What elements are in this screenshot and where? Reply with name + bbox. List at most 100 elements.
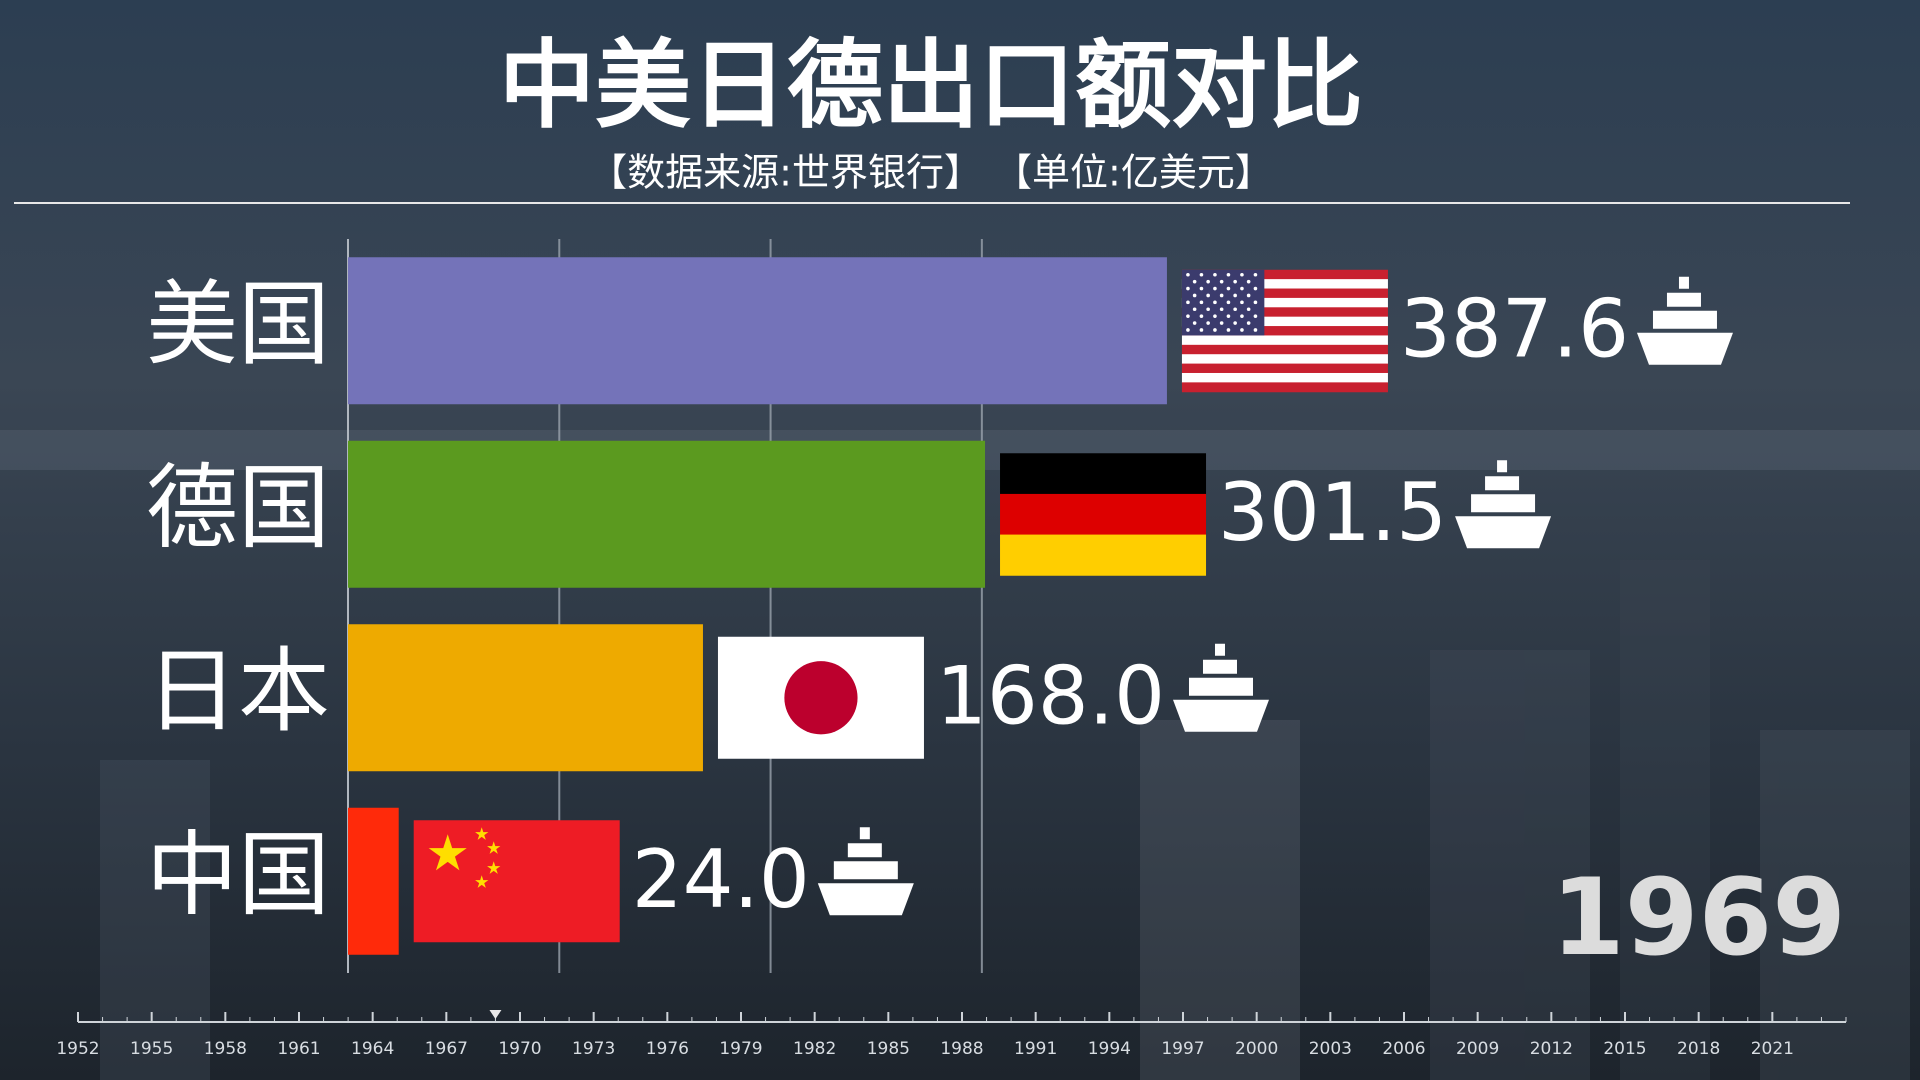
flag-star xyxy=(1253,286,1258,291)
timeline-tick-label: 1961 xyxy=(277,1039,320,1059)
flag-stripe xyxy=(1181,269,1388,280)
flag-star xyxy=(1213,314,1217,318)
flag-star xyxy=(1240,272,1244,277)
flag-stripe xyxy=(1181,288,1388,299)
flag-star xyxy=(1233,321,1237,325)
timeline-tick-label: 1955 xyxy=(130,1039,173,1059)
timeline-tick-label: 1958 xyxy=(204,1039,247,1059)
ship-icon xyxy=(1172,643,1269,732)
flag-stripe xyxy=(1181,335,1388,346)
timeline-tick-label: 2018 xyxy=(1677,1039,1720,1059)
timeline-tick-label: 2015 xyxy=(1603,1039,1646,1059)
timeline-tick-label: 1991 xyxy=(1014,1039,1057,1059)
flag-star xyxy=(1253,314,1258,318)
flag-star xyxy=(1199,328,1204,332)
flag-star xyxy=(1240,286,1244,291)
flag-star xyxy=(1199,314,1204,318)
flag-star xyxy=(1233,279,1237,284)
flag-star xyxy=(1226,272,1231,277)
timeline-tick-label: 2006 xyxy=(1382,1039,1425,1059)
bar xyxy=(348,257,1167,405)
flag-star xyxy=(475,875,489,888)
flag-star xyxy=(1186,300,1190,305)
flag-star xyxy=(1219,293,1224,298)
timeline-tick-label: 2021 xyxy=(1751,1039,1794,1059)
flag-star xyxy=(1186,272,1190,277)
value-label: 168.0 xyxy=(936,650,1165,743)
flag-star xyxy=(1219,321,1224,325)
value-label: 387.6 xyxy=(1400,283,1629,376)
timeline-tick-label: 1988 xyxy=(940,1039,983,1059)
flag xyxy=(413,820,620,943)
flag-stripe xyxy=(1181,316,1388,327)
flag-star xyxy=(1233,293,1237,298)
timeline-tick-label: 2012 xyxy=(1530,1039,1573,1059)
chart-title: 中美日德出口额对比 xyxy=(499,29,1363,141)
flag-star xyxy=(475,827,489,840)
flag-star xyxy=(1246,321,1251,325)
year-label: 1969 xyxy=(1551,856,1846,979)
flag-star xyxy=(1253,272,1258,277)
flag-star xyxy=(1253,328,1258,332)
flag-stripe xyxy=(1000,493,1207,536)
timeline-tick-label: 1964 xyxy=(351,1039,394,1059)
flag-star xyxy=(1233,307,1237,312)
bar xyxy=(348,440,986,588)
flag-stripe xyxy=(1181,363,1388,374)
timeline-tick-label: 2000 xyxy=(1235,1039,1278,1059)
timeline-tick-label: 1979 xyxy=(719,1039,762,1059)
flag-star xyxy=(1186,286,1190,291)
timeline-tick-label: 1976 xyxy=(646,1039,689,1059)
flag-star xyxy=(1226,286,1231,291)
flag-disc xyxy=(784,661,858,735)
timeline-tick-label: 1997 xyxy=(1161,1039,1204,1059)
flag-star xyxy=(428,834,467,871)
flag-star xyxy=(1213,272,1217,277)
flag-stripe xyxy=(1181,326,1388,336)
flag-star xyxy=(1206,321,1210,325)
flag-stripe xyxy=(1181,382,1388,393)
bar xyxy=(348,624,703,772)
flag-stripe xyxy=(1181,279,1388,290)
flag-star xyxy=(1213,286,1217,291)
flag-star xyxy=(1199,286,1204,291)
flag xyxy=(1000,453,1207,576)
timeline-tick-label: 2003 xyxy=(1309,1039,1352,1059)
chart-subtitle: 【数据来源:世界银行】 【单位:亿美元】 xyxy=(589,151,1273,195)
flag-stripe xyxy=(1000,453,1207,495)
flag-stripe xyxy=(1000,534,1207,576)
ship-icon xyxy=(817,827,914,916)
flag-star xyxy=(1213,328,1217,332)
flag-star xyxy=(1206,293,1210,298)
category-label: 德国 xyxy=(146,455,330,562)
flag-star xyxy=(1206,307,1210,312)
flag-star xyxy=(1246,279,1251,284)
ship-icon xyxy=(1455,460,1552,549)
flag-stripe xyxy=(1181,307,1388,318)
bar xyxy=(348,807,399,955)
timeline-tick-label: 1970 xyxy=(498,1039,541,1059)
flag-star xyxy=(1186,328,1190,332)
timeline-tick-label: 1985 xyxy=(867,1039,910,1059)
timeline-tick-label: 1973 xyxy=(572,1039,615,1059)
flag-star xyxy=(1240,314,1244,318)
category-label: 美国 xyxy=(146,271,330,378)
flag-star xyxy=(1199,300,1204,305)
flag-star xyxy=(1199,272,1204,277)
flag xyxy=(717,636,924,759)
timeline-tick-label: 1967 xyxy=(425,1039,468,1059)
value-label: 24.0 xyxy=(632,833,810,926)
flag-star xyxy=(1226,300,1231,305)
flag-star xyxy=(1213,300,1217,305)
timeline-tick-label: 1982 xyxy=(793,1039,836,1059)
ship-icon xyxy=(1636,276,1733,365)
category-label: 中国 xyxy=(146,822,330,929)
flag-stripe xyxy=(1181,344,1388,355)
flag-stripe xyxy=(1181,372,1388,383)
flag-stripe xyxy=(1181,297,1388,308)
flag-star xyxy=(1206,279,1210,284)
flag-star xyxy=(487,841,501,854)
value-label: 301.5 xyxy=(1218,466,1447,559)
